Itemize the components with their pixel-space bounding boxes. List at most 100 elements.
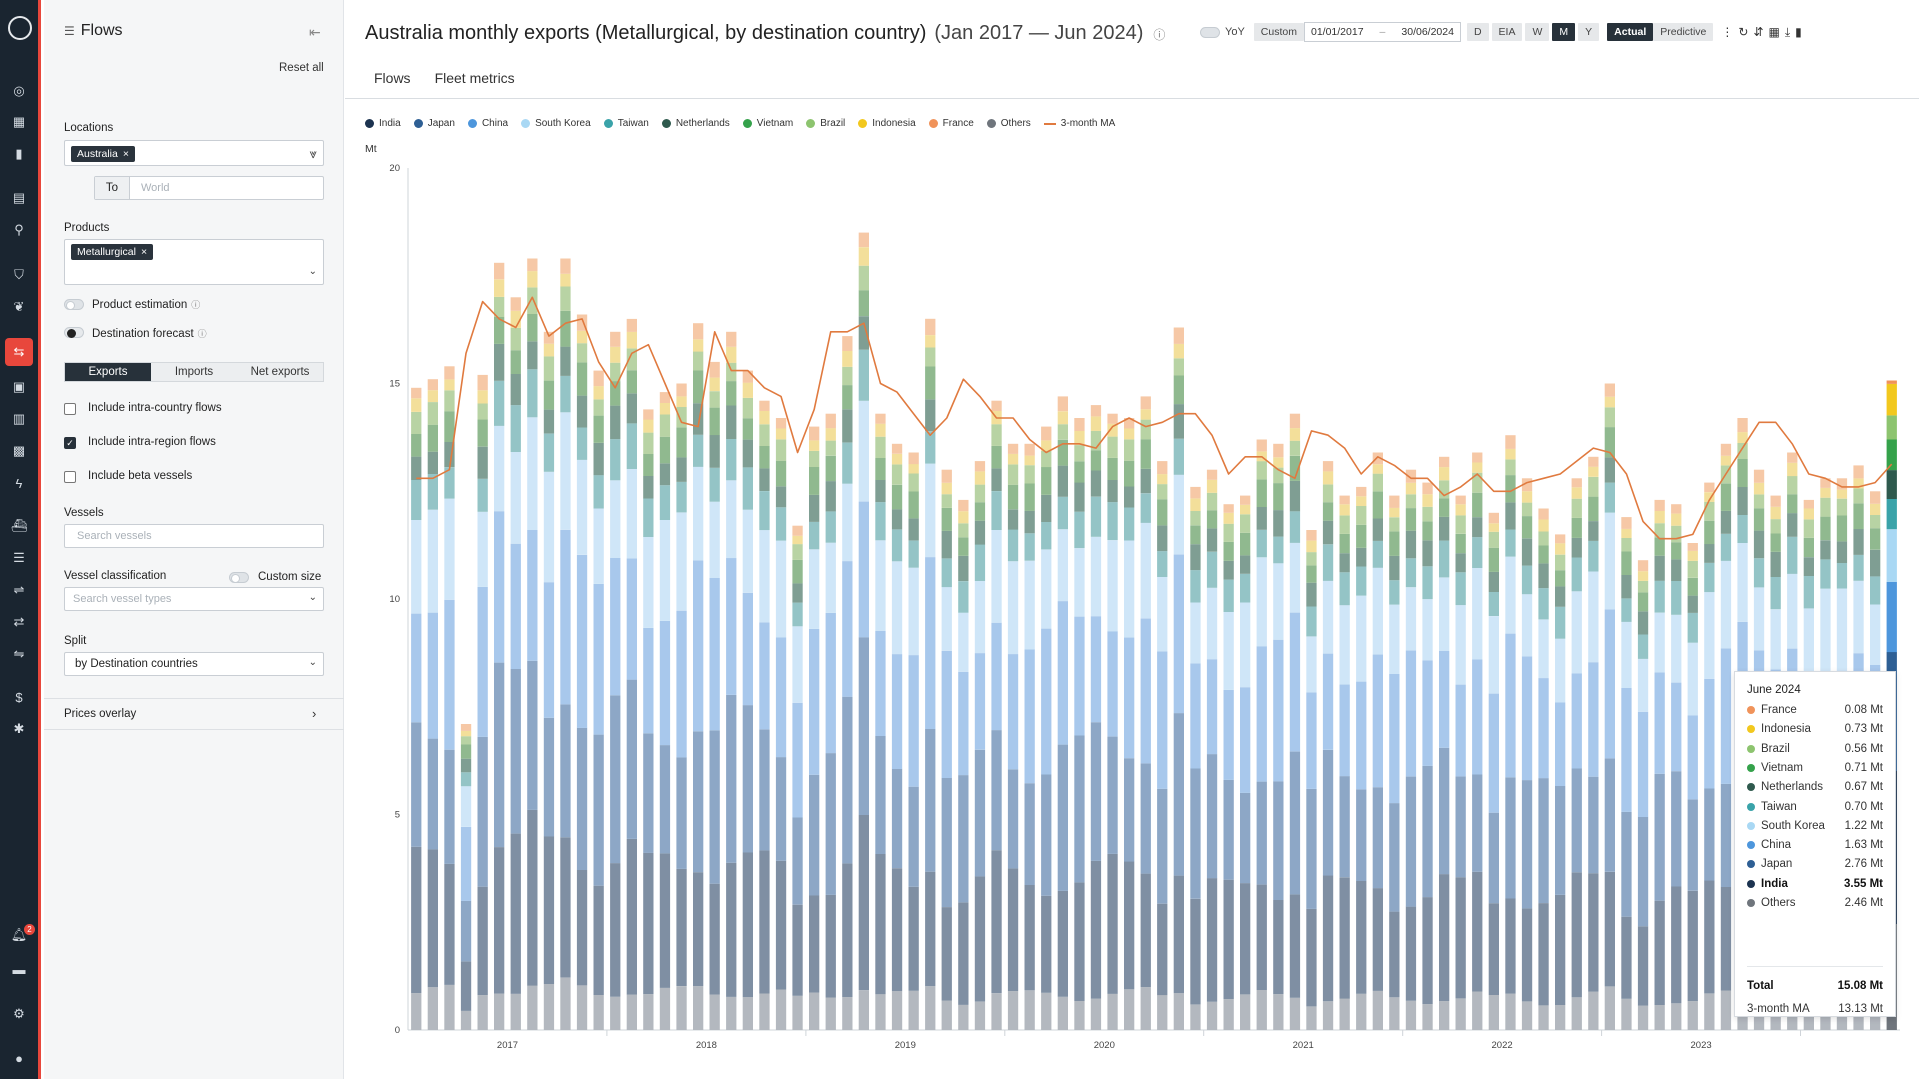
route-icon[interactable]: ⇌ <box>13 582 25 597</box>
vessels-search-input[interactable]: Search vessels <box>64 524 324 548</box>
app-logo-icon[interactable] <box>8 16 32 40</box>
info-icon[interactable]: ⓘ <box>191 300 201 310</box>
table-icon[interactable]: ▦ <box>1768 24 1785 39</box>
download-icon[interactable]: ⤓ <box>1784 24 1796 39</box>
split-select[interactable]: by Destination countries ⌄ <box>64 652 324 676</box>
yoy-toggle[interactable] <box>1200 26 1220 38</box>
product-estimation-toggle[interactable] <box>64 299 84 310</box>
locations-input[interactable]: Australia × ⩔ <box>64 140 324 166</box>
bookmark-icon[interactable]: ▮ <box>1795 24 1807 39</box>
date-range-picker[interactable]: 01/01/2017 – 30/06/2024 <box>1303 22 1461 42</box>
exports-tab[interactable]: Exports <box>65 363 151 381</box>
destination-forecast-toggle[interactable] <box>64 327 84 338</box>
bell-icon[interactable]: 🔔︎ <box>10 927 28 942</box>
legend-item[interactable]: France <box>928 118 974 129</box>
predictive-mode-button[interactable]: Predictive <box>1653 23 1714 41</box>
swap-icon[interactable]: ⇋ <box>13 646 25 661</box>
actual-mode-button[interactable]: Actual <box>1607 23 1654 41</box>
collapse-sidebar-icon[interactable]: ⇤ <box>309 24 321 40</box>
compare-icon[interactable]: ⇵ <box>1753 24 1769 39</box>
legend-item[interactable]: China <box>467 118 508 129</box>
info-icon[interactable]: ⓘ <box>1153 28 1166 42</box>
asterisk-icon[interactable]: ✱ <box>13 721 25 736</box>
network-icon[interactable]: ⚲ <box>14 222 24 237</box>
oil-icon[interactable]: ▣ <box>12 379 26 394</box>
products-input[interactable]: Metallurgical × ⌄ <box>64 239 324 285</box>
legend-item[interactable]: Japan <box>413 118 455 129</box>
chevron-down-icon[interactable]: ⌄ <box>308 266 317 277</box>
bar-segment-china <box>1322 653 1334 750</box>
user-icon[interactable]: ● <box>15 1050 23 1066</box>
bar-chart-icon[interactable]: ▥ <box>12 411 26 426</box>
bar-segment-taiwan <box>775 507 787 541</box>
remove-chip-icon[interactable]: × <box>140 246 148 258</box>
date-to[interactable]: 30/06/2024 <box>1401 26 1454 38</box>
info-icon[interactable]: ⓘ <box>197 329 207 339</box>
freq-w-button[interactable]: W <box>1525 23 1550 41</box>
user-settings-icon[interactable]: ⚙ <box>13 1006 25 1021</box>
bookmark-icon[interactable]: ▮ <box>15 146 23 161</box>
flows-icon[interactable]: ⇆ <box>13 344 25 359</box>
freq-d-button[interactable]: D <box>1466 23 1489 41</box>
legend-item[interactable]: India <box>365 118 401 129</box>
chat-icon[interactable]: ▬ <box>12 961 26 977</box>
bar-segment-taiwan <box>1654 580 1665 613</box>
more-icon[interactable]: ⋮ <box>1721 24 1739 39</box>
chevron-down-icon[interactable]: ⌄ <box>308 592 317 603</box>
globe-icon[interactable]: ◎ <box>13 83 25 98</box>
list-icon[interactable]: ☰ <box>13 550 25 565</box>
lng-icon[interactable]: ▩ <box>12 443 26 458</box>
ship-icon[interactable]: ⛴ <box>10 518 28 533</box>
date-from[interactable]: 01/01/2017 <box>1310 26 1364 38</box>
legend-item[interactable]: Vietnam <box>742 118 793 129</box>
custom-range-button[interactable]: Custom <box>1253 23 1304 41</box>
dollar-icon[interactable]: $ <box>15 689 23 705</box>
tooltip-row: Netherlands 0.67 Mt <box>1747 781 1883 793</box>
bar-segment-taiwan <box>742 467 753 510</box>
bar-segment-others <box>958 1004 969 1030</box>
remove-chip-icon[interactable]: × <box>122 148 129 160</box>
double-chevron-down-icon[interactable]: ⩔ <box>309 146 317 161</box>
legend-item[interactable]: 3-month MA <box>1043 118 1115 129</box>
freq-m-button[interactable]: M <box>1552 23 1576 41</box>
legend-item[interactable]: Indonesia <box>858 118 916 129</box>
bar-segment-taiwan <box>1488 592 1499 616</box>
shield-icon[interactable]: ⛉ <box>14 267 24 282</box>
tab-flows[interactable]: Flows <box>374 70 411 86</box>
freq-eia-button[interactable]: EIA <box>1491 23 1523 41</box>
custom-size-toggle[interactable] <box>229 572 249 583</box>
intra-region-checkbox[interactable]: ✓ <box>64 437 76 449</box>
power-icon[interactable]: ϟ <box>15 475 23 491</box>
beta-vessels-checkbox[interactable] <box>64 471 76 483</box>
legend-item[interactable]: Others <box>986 118 1031 129</box>
refresh-icon[interactable]: ↻ <box>1738 24 1754 39</box>
yoy-toggle-group[interactable]: YoY <box>1200 26 1245 38</box>
location-chip[interactable]: Australia × <box>71 146 135 162</box>
transfer-icon[interactable]: ⇄ <box>13 614 25 629</box>
legend-item[interactable]: Taiwan <box>603 118 649 129</box>
chevron-right-icon[interactable]: › <box>312 706 317 721</box>
chevron-down-icon[interactable]: ⌄ <box>308 657 317 668</box>
bar-segment-brazil <box>908 473 919 492</box>
imports-tab[interactable]: Imports <box>174 366 214 378</box>
legend-item[interactable]: Brazil <box>806 118 845 129</box>
intra-country-checkbox[interactable] <box>64 403 76 415</box>
bar-segment-indonesia <box>1405 482 1417 495</box>
leaf-icon[interactable]: ❦ <box>13 299 25 314</box>
reports-icon[interactable]: ▤ <box>12 190 26 205</box>
bar-segment-china <box>759 622 770 730</box>
toolbar-icons: ⋮↻⇵▦⤓▮ <box>1721 25 1806 40</box>
bar-segment-south-korea <box>1024 560 1035 650</box>
reset-all-link[interactable]: Reset all <box>279 62 324 74</box>
tab-fleet-metrics[interactable]: Fleet metrics <box>434 70 515 86</box>
product-chip[interactable]: Metallurgical × <box>71 244 154 260</box>
legend-item[interactable]: Netherlands <box>661 118 730 129</box>
vessel-types-select[interactable]: Search vessel types ⌄ <box>64 587 324 611</box>
dashboard-icon[interactable]: ▦ <box>12 114 26 129</box>
legend-item[interactable]: South Korea <box>521 118 591 129</box>
net-exports-tab[interactable]: Net exports <box>250 366 310 378</box>
to-destination-input[interactable]: To World <box>94 176 324 200</box>
freq-y-button[interactable]: Y <box>1578 23 1600 41</box>
prices-overlay-row[interactable]: Prices overlay › <box>44 698 344 730</box>
